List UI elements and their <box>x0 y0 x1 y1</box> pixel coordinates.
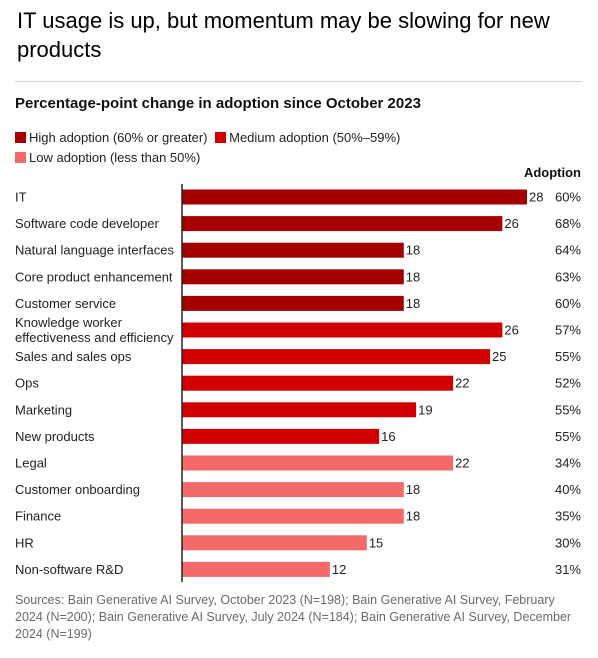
adoption-value: 63% <box>555 269 581 284</box>
data-label: 15 <box>369 535 383 550</box>
category-label: Customer service <box>15 296 116 311</box>
category-label: Sales and sales ops <box>15 349 132 364</box>
category-label: Core product enhancement <box>15 269 173 284</box>
category-label: Non-software R&D <box>15 562 123 577</box>
data-label: 25 <box>492 349 506 364</box>
adoption-value: 31% <box>555 562 581 577</box>
bar <box>182 349 491 365</box>
legend-label-medium: Medium adoption (50%–59%) <box>229 130 401 145</box>
adoption-value: 64% <box>555 243 581 258</box>
data-label: 28 <box>529 190 543 205</box>
data-label: 18 <box>406 296 420 311</box>
adoption-value: 60% <box>555 296 581 311</box>
data-label: 22 <box>455 456 469 471</box>
title-divider <box>15 81 582 82</box>
adoption-column-header: Adoption <box>524 165 581 180</box>
bar <box>182 189 527 205</box>
adoption-value: 30% <box>555 535 581 550</box>
bar <box>182 428 380 444</box>
legend-swatch-low <box>15 152 26 163</box>
data-label: 18 <box>406 243 420 258</box>
adoption-value: 55% <box>555 349 581 364</box>
adoption-value: 35% <box>555 509 581 524</box>
bar <box>182 561 330 577</box>
legend-swatch-medium <box>215 132 227 143</box>
category-label: Marketing <box>15 402 72 417</box>
chart-title: IT usage is up, but momentum may be slow… <box>17 8 550 62</box>
category-label: Knowledge worker effectiveness and effici… <box>15 315 174 345</box>
legend-item-medium: Medium adoption (50%–59%) <box>215 128 400 148</box>
bar <box>182 295 404 311</box>
category-label: Ops <box>15 376 39 391</box>
data-label: 16 <box>381 429 395 444</box>
bar <box>182 535 367 551</box>
category-label: Legal <box>15 456 47 471</box>
category-label: Finance <box>15 509 61 524</box>
adoption-value: 40% <box>555 482 581 497</box>
bar <box>182 508 404 524</box>
bar <box>182 242 404 258</box>
bar <box>182 375 454 391</box>
adoption-value: 57% <box>555 323 581 338</box>
category-label: Software code developer <box>15 216 159 231</box>
adoption-value: 55% <box>555 402 581 417</box>
bar <box>182 455 454 471</box>
data-label: 26 <box>504 323 518 338</box>
category-label: HR <box>15 535 34 550</box>
legend: High adoption (60% or greater) Medium ad… <box>15 128 455 168</box>
data-label: 22 <box>455 376 469 391</box>
legend-item-high: High adoption (60% or greater) <box>15 128 208 148</box>
adoption-value: 60% <box>555 190 581 205</box>
data-label: 12 <box>332 562 346 577</box>
legend-item-low: Low adoption (less than 50%) <box>15 148 200 168</box>
bar <box>182 216 503 232</box>
bar <box>182 322 503 338</box>
category-label: Customer onboarding <box>15 482 140 497</box>
bar <box>182 402 417 418</box>
adoption-value: 55% <box>555 429 581 444</box>
adoption-value: 52% <box>555 376 581 391</box>
legend-label-high: High adoption (60% or greater) <box>29 130 208 145</box>
bar <box>182 269 404 285</box>
bar <box>182 482 404 498</box>
chart-subtitle: Percentage-point change in adoption sinc… <box>15 95 421 112</box>
category-label: New products <box>15 429 95 444</box>
adoption-value: 34% <box>555 456 581 471</box>
adoption-value: 68% <box>555 216 581 231</box>
data-label: 18 <box>406 509 420 524</box>
data-label: 18 <box>406 269 420 284</box>
data-label: 26 <box>504 216 518 231</box>
legend-label-low: Low adoption (less than 50%) <box>29 150 201 165</box>
data-label: 18 <box>406 482 420 497</box>
category-label: IT <box>15 190 27 205</box>
legend-swatch-high <box>15 132 26 143</box>
data-label: 19 <box>418 402 432 417</box>
source-note: Sources: Bain Generative AI Survey, Octo… <box>15 593 572 641</box>
category-label: Natural language interfaces <box>15 243 174 258</box>
